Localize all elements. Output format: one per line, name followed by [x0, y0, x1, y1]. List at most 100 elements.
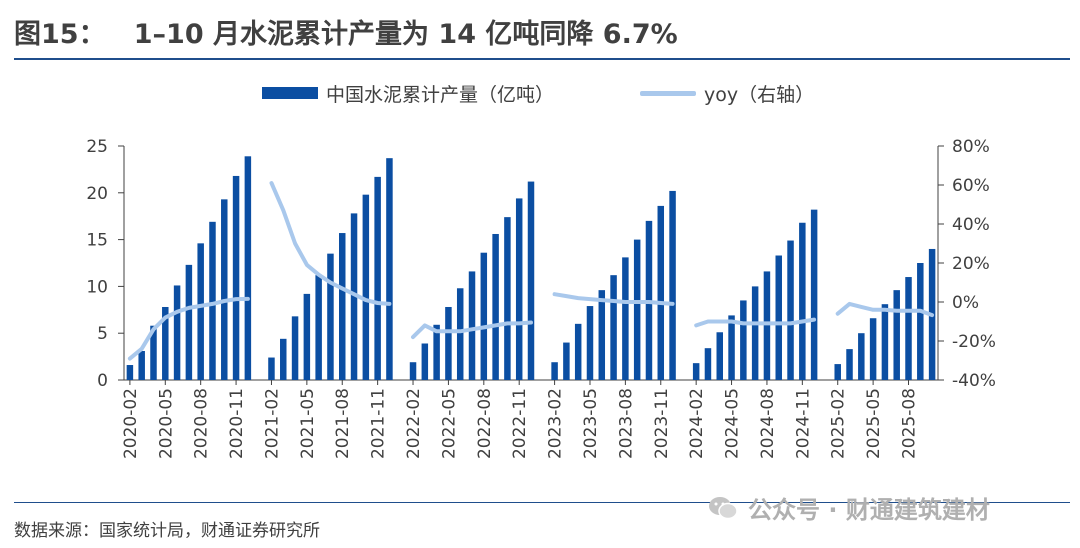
x-tick-label: 2023-05 [581, 388, 601, 459]
x-tick-label: 2022-05 [439, 388, 459, 459]
bar [221, 199, 228, 380]
bar [374, 176, 381, 380]
bar [138, 350, 145, 380]
x-tick-label: 2021-02 [262, 388, 282, 459]
right-tick-label: 60% [952, 176, 990, 196]
bar [810, 209, 818, 380]
bar [162, 306, 169, 380]
bar [445, 306, 452, 380]
bar [492, 233, 499, 380]
x-tick-label: 2022-02 [404, 388, 424, 459]
bar [633, 239, 641, 380]
bar [716, 332, 723, 380]
yoy-line-segment [694, 317, 817, 328]
bar [433, 324, 440, 380]
bar [787, 240, 794, 380]
bar [563, 342, 570, 380]
bar [456, 288, 464, 380]
bar [303, 293, 311, 380]
x-tick-label: 2021-08 [333, 388, 353, 459]
bottom-rule [14, 502, 1070, 503]
x-tick-label: 2024-02 [687, 388, 707, 459]
bar [881, 304, 889, 380]
x-tick-label: 2025-02 [829, 388, 849, 459]
bar [669, 190, 676, 380]
left-tick-label: 20 [86, 184, 108, 204]
bar [209, 221, 216, 380]
bar [291, 316, 299, 380]
bar [504, 217, 511, 380]
left-tick-label: 15 [86, 231, 108, 251]
bar [869, 318, 877, 380]
bar [232, 175, 240, 380]
bar [185, 264, 193, 380]
x-tick-label: 2023-02 [546, 388, 566, 459]
bar [551, 362, 558, 380]
yoy-line-segment [835, 301, 935, 318]
bar [339, 233, 346, 380]
legend-label-line: yoy（右轴） [704, 84, 814, 106]
bar [280, 338, 287, 380]
legend-swatch-bar [262, 87, 318, 99]
bar [126, 365, 134, 380]
x-tick-label: 2023-08 [616, 388, 636, 459]
x-tick-label: 2020-08 [192, 388, 212, 459]
x-tick-label: 2023-11 [652, 388, 672, 459]
bar [834, 364, 841, 380]
bar [799, 222, 806, 380]
bar [858, 333, 865, 380]
watermark: 公众号 · 财通建筑建材 [708, 490, 990, 525]
x-axis-ticks: 2020-02 2020-05 2020-08 2020-11 2021-02 2021-… [121, 380, 920, 459]
bar [421, 343, 429, 380]
bar [905, 277, 912, 380]
left-axis-ticks: 0 5 10 15 20 25 [86, 137, 124, 391]
bar [197, 243, 204, 380]
right-tick-label: -40% [952, 371, 996, 391]
right-tick-label: 0% [952, 293, 979, 313]
left-tick-label: 5 [97, 324, 108, 344]
bar [622, 257, 629, 380]
bar [598, 290, 606, 380]
right-tick-label: 80% [952, 137, 990, 157]
bar [268, 357, 275, 380]
left-tick-label: 25 [86, 137, 108, 157]
yoy-line-segment [269, 181, 392, 306]
bar [917, 263, 924, 380]
bar [775, 255, 782, 380]
chart-legend: 中国水泥累计产量（亿吨） yoy（右轴） [262, 84, 814, 106]
x-tick-label: 2022-11 [510, 388, 530, 459]
bar [893, 290, 900, 380]
top-rule [14, 58, 1070, 60]
bar-series [126, 156, 936, 380]
yoy-line-segment [552, 292, 675, 306]
bar [150, 325, 157, 380]
yoy-line-segment [127, 296, 250, 361]
legend-swatch-line [640, 91, 696, 96]
bar [846, 349, 853, 380]
right-tick-label: 20% [952, 254, 990, 274]
bar [468, 271, 476, 380]
figure-title: 图15： 1–10 月水泥累计产量为 14 亿吨同降 6.7% [14, 19, 678, 50]
bar [362, 194, 370, 380]
bar [657, 205, 665, 380]
left-tick-label: 10 [86, 277, 108, 297]
bar [728, 315, 735, 380]
x-tick-label: 2021-11 [369, 388, 389, 459]
bar [173, 285, 181, 380]
source-note: 数据来源：国家统计局，财通证券研究所 [14, 521, 320, 541]
bar [386, 158, 393, 380]
x-tick-label: 2025-08 [900, 388, 920, 459]
bar [409, 362, 417, 380]
yoy-line-segment [411, 320, 533, 340]
bar [704, 348, 712, 380]
bar [327, 253, 334, 380]
legend-label-bar: 中国水泥累计产量（亿吨） [326, 84, 554, 106]
bar [740, 300, 747, 380]
bar [610, 275, 617, 380]
bar [315, 275, 322, 380]
wechat-icon [709, 496, 738, 519]
x-tick-label: 2021-05 [298, 388, 318, 459]
x-tick-label: 2024-08 [758, 388, 778, 459]
x-tick-label: 2024-05 [723, 388, 743, 459]
bar [350, 213, 358, 380]
